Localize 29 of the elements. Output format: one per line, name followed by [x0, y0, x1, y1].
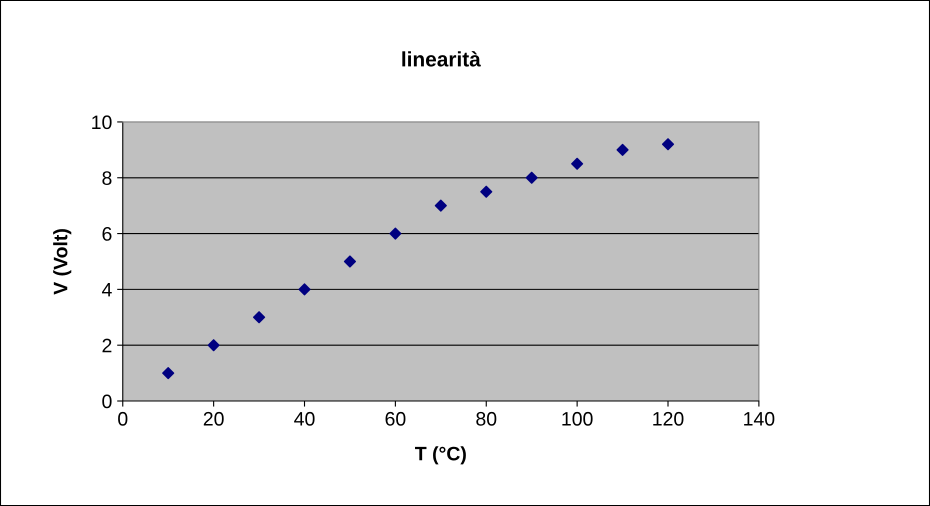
point: [208, 339, 220, 352]
point: [389, 227, 402, 240]
y-axis-title: V (Volt): [53, 229, 72, 295]
y-tick-label: 6: [102, 227, 112, 241]
chart-title: linearità: [402, 51, 481, 67]
point: [298, 283, 311, 296]
x-tick-label: 80: [476, 412, 496, 426]
x-tick-label: 40: [294, 412, 315, 426]
x-tick-label: 20: [204, 412, 224, 426]
x-tick-label: 0: [118, 412, 128, 426]
y-tick-label: 0: [102, 394, 112, 408]
y-tick-label: 4: [102, 283, 112, 296]
point: [662, 138, 674, 150]
point: [252, 311, 266, 324]
point: [434, 200, 447, 212]
point: [344, 255, 356, 268]
point: [480, 186, 492, 198]
point: [526, 172, 538, 184]
point: [162, 367, 174, 380]
x-tick-label: 120: [653, 412, 684, 426]
x-tick-label: 140: [744, 412, 774, 426]
y-tick-label: 2: [102, 338, 112, 352]
x-tick-label: 100: [562, 412, 593, 426]
point: [616, 144, 629, 156]
x-tick-label: 60: [386, 412, 406, 426]
y-tick-label: 8: [102, 171, 112, 185]
x-axis-title: T (°C): [415, 446, 466, 464]
point: [571, 158, 584, 170]
y-tick-label: 10: [92, 115, 112, 130]
